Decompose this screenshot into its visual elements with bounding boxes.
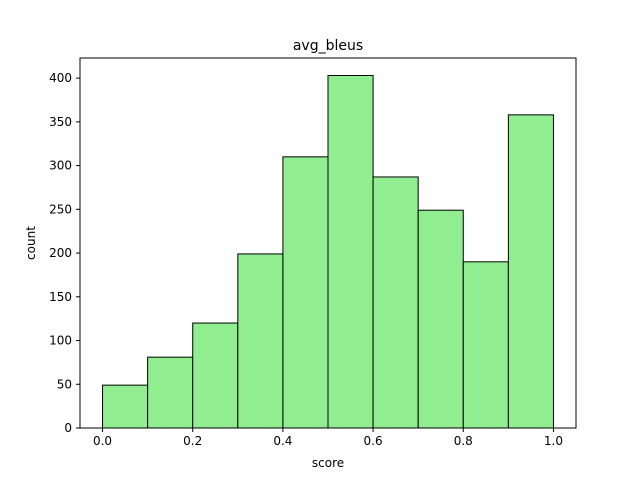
y-tick-label: 400 [49, 71, 72, 85]
histogram-bar-8 [462, 261, 509, 429]
histogram-bar-9 [507, 114, 554, 429]
x-tick-label: 0.2 [183, 434, 202, 448]
y-tick-label: 200 [49, 246, 72, 260]
y-tick-label: 0 [64, 421, 72, 435]
x-tick-label: 0.8 [454, 434, 473, 448]
y-tick-label: 350 [49, 115, 72, 129]
x-tick-label: 1.0 [544, 434, 563, 448]
histogram-bar-2 [192, 322, 239, 429]
x-tick-label: 0.6 [364, 434, 383, 448]
histogram-bar-7 [417, 209, 464, 429]
y-tick-label: 250 [49, 202, 72, 216]
chart-title: avg_bleus [293, 38, 363, 54]
x-axis-label: score [312, 456, 344, 470]
bars-group [102, 74, 554, 429]
y-tick-label: 50 [57, 377, 72, 391]
y-tick-label: 150 [49, 290, 72, 304]
plot-frame [79, 57, 577, 429]
y-tick-label: 100 [49, 334, 72, 348]
histogram-bar-5 [327, 74, 374, 429]
histogram-bar-3 [237, 253, 284, 429]
y-axis-label: count [24, 226, 38, 260]
y-tick-label: 300 [49, 159, 72, 173]
histogram-bar-0 [102, 384, 149, 429]
x-tick-label: 0.0 [93, 434, 112, 448]
x-axis-ticks: 0.0 0.2 0.4 0.6 0.8 1.0 [93, 428, 563, 448]
histogram-bar-6 [372, 176, 419, 429]
y-axis-ticks: 0 50 100 150 200 250 300 350 400 [49, 71, 80, 435]
histogram-bar-1 [147, 356, 194, 429]
histogram-bar-4 [282, 156, 329, 429]
x-tick-label: 0.4 [273, 434, 292, 448]
